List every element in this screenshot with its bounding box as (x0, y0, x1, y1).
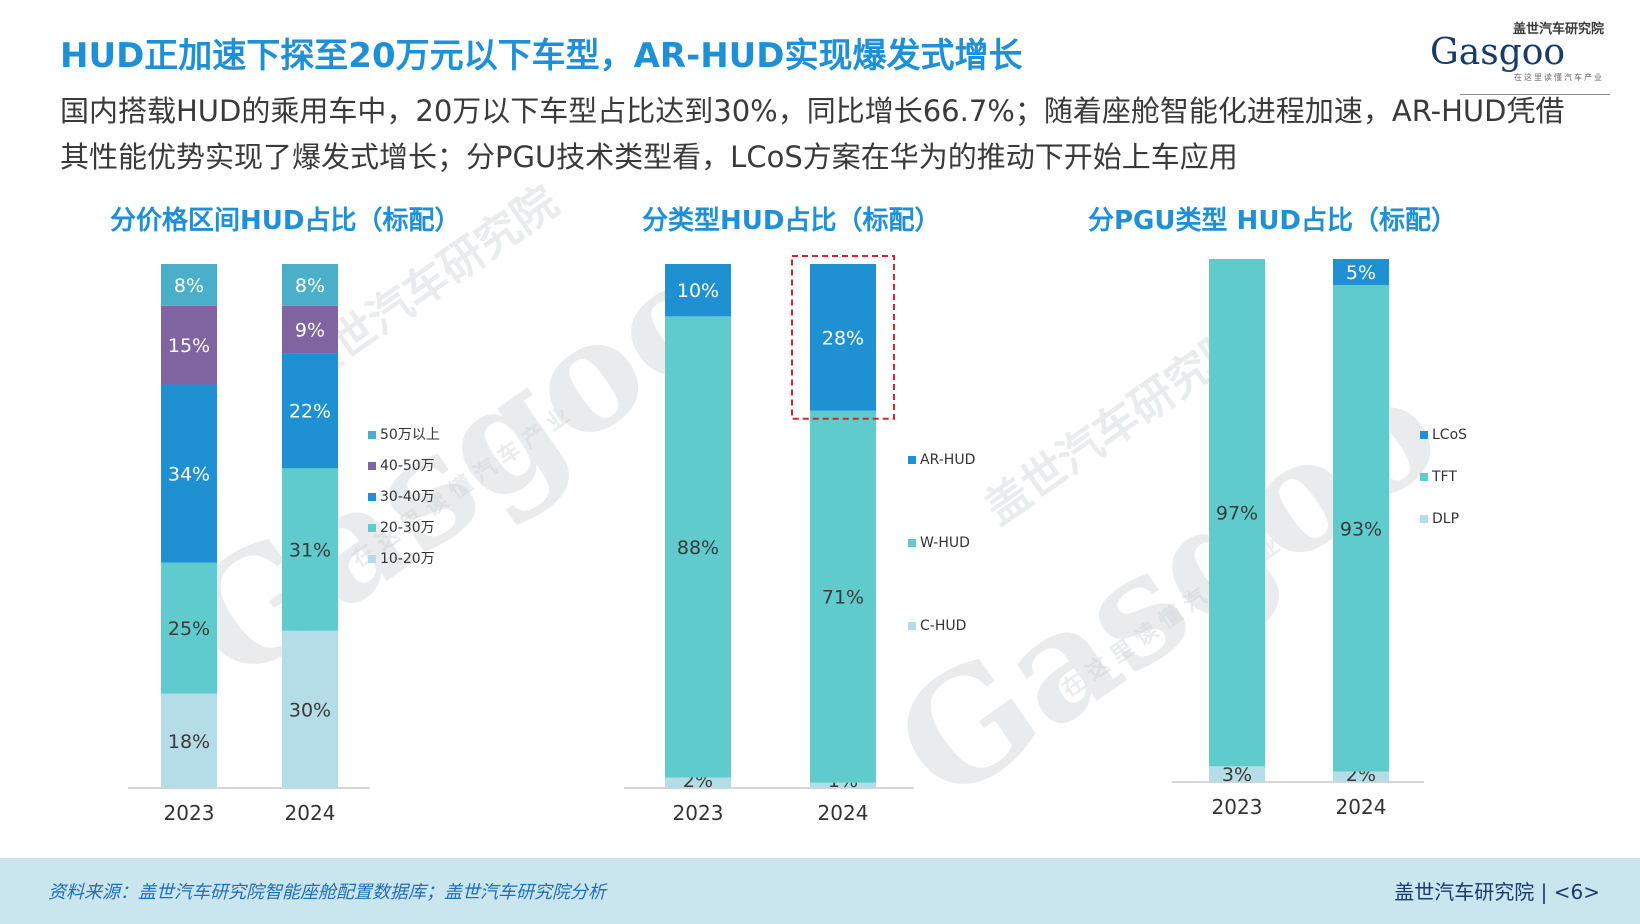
chart2-bar-2023-C-HUD (665, 777, 731, 788)
chart2-label-2024-W-HUD: 71% (822, 587, 864, 609)
chart3-x-tick-2024: 2024 (1336, 795, 1387, 819)
chart3-label-2023-DLP: 3% (1222, 764, 1252, 786)
chart1-legend-label-20-30万: 20-30万 (380, 520, 435, 536)
chart1-bar-2023-40-50万 (161, 305, 217, 385)
logo-cn-text: 盖世汽车研究院 (1512, 22, 1604, 37)
chart2-highlight-box (791, 255, 895, 420)
chart1-legend-swatch-20-30万 (368, 524, 376, 532)
chart1-label-2024-40-50万: 9% (295, 320, 325, 342)
chart1-label-2023-40-50万: 15% (168, 335, 210, 357)
chart3-legend-label-LCoS: LCoS (1432, 427, 1467, 443)
chart1-x-tick-2023: 2023 (164, 801, 215, 825)
page-subtitle: 国内搭载HUD的乘用车中，20万以下车型占比达到30%，同比增长66.7%；随着… (60, 94, 1565, 174)
chart1-label-2023-50万以上: 8% (174, 275, 204, 297)
logo-underline (1460, 94, 1610, 95)
chart1-legend-swatch-50万以上 (368, 431, 376, 439)
chart3-x-tick-2023: 2023 (1212, 795, 1263, 819)
chart1-label-2023-10-20万: 18% (168, 731, 210, 753)
chart2-legend-swatch-C-HUD (908, 622, 916, 630)
chart1-bar-2024-30-40万 (282, 353, 338, 469)
chart1-legend-swatch-30-40万 (368, 493, 376, 501)
chart3-legend-label-TFT: TFT (1431, 469, 1457, 485)
chart1-label-2024-50万以上: 8% (295, 275, 325, 297)
chart2-bar-2024-AR-HUD (810, 264, 876, 411)
chart2-legend-swatch-AR-HUD (908, 456, 916, 464)
chart1-legend-swatch-10-20万 (368, 555, 376, 563)
chart2-bar-2023-AR-HUD (665, 264, 731, 317)
footer-page-number: 盖世汽车研究院 | <6> (1394, 880, 1600, 904)
chart2-label-2024-AR-HUD: 28% (822, 327, 864, 349)
chart3-legend-swatch-LCoS (1420, 431, 1428, 439)
chart2-label-2023-AR-HUD: 10% (677, 280, 719, 302)
chart1-bar-2023-50万以上 (161, 264, 217, 306)
chart3-bar-2023-DLP (1209, 766, 1265, 782)
chart3-legend-label-DLP: DLP (1432, 511, 1459, 527)
chart2-x-tick-2023: 2023 (673, 801, 724, 825)
chart1-bar-2023-10-20万 (161, 693, 217, 788)
chart1-label-2024-20-30万: 31% (289, 540, 331, 562)
chart3-legend-swatch-TFT (1420, 473, 1428, 481)
chart3-bar-2023-TFT (1209, 259, 1265, 767)
chart1-label-2023-20-30万: 25% (168, 618, 210, 640)
chart3-title: 分PGU类型 HUD占比（标配） (1088, 206, 1458, 236)
chart3-label-2023-TFT: 97% (1216, 503, 1258, 525)
logo-wordmark: Gasgoo (1430, 32, 1566, 73)
chart2-legend-swatch-W-HUD (908, 539, 916, 547)
chart2-title: 分类型HUD占比（标配） (642, 206, 941, 236)
chart1-bar-2024-10-20万 (282, 630, 338, 788)
footer-source: 资料来源：盖世汽车研究院智能座舱配置数据库；盖世汽车研究院分析 (48, 882, 606, 903)
chart1-label-2023-30-40万: 34% (168, 464, 210, 486)
chart3-bar-2024-LCoS (1333, 259, 1389, 286)
chart3-bar-2024-TFT (1333, 285, 1389, 772)
chart3-label-2024-TFT: 93% (1340, 518, 1382, 540)
chart2-legend-label-AR-HUD: AR-HUD (920, 452, 975, 468)
chart1-x-tick-2024: 2024 (285, 801, 336, 825)
chart1-legend-label-40-50万: 40-50万 (380, 458, 435, 474)
chart2-bar-2024-W-HUD (810, 410, 876, 783)
chart3-label-2024-LCoS: 5% (1346, 262, 1376, 284)
chart2-bar-2023-W-HUD (665, 316, 731, 778)
chart1-bar-2024-20-30万 (282, 468, 338, 631)
gasgoo-logo: 盖世汽车研究院 Gasgoo 在这里读懂汽车产业 (1430, 18, 1620, 95)
chart1-legend-swatch-40-50万 (368, 462, 376, 470)
chart2-legend-label-C-HUD: C-HUD (920, 618, 966, 634)
chart2-legend-label-W-HUD: W-HUD (920, 535, 970, 551)
chart2-bar-2024-C-HUD (810, 782, 876, 788)
chart1-legend-label-30-40万: 30-40万 (380, 489, 435, 505)
chart1-title: 分价格区间HUD占比（标配） (110, 206, 461, 236)
chart2-x-tick-2024: 2024 (818, 801, 869, 825)
chart1-bar-2024-50万以上 (282, 264, 338, 306)
footer-bar: 资料来源：盖世汽车研究院智能座舱配置数据库；盖世汽车研究院分析 盖世汽车研究院 … (0, 858, 1640, 924)
chart1-label-2024-30-40万: 22% (289, 401, 331, 423)
chart1-bar-2024-40-50万 (282, 305, 338, 354)
chart3-legend-swatch-DLP (1420, 515, 1428, 523)
page-title: HUD正加速下探至20万元以下车型，AR-HUD实现爆发式增长 (60, 36, 1023, 76)
logo-slogan: 在这里读懂汽车产业 (1514, 73, 1604, 82)
chart3-bar-2024-DLP (1333, 771, 1389, 782)
chart1-bar-2023-30-40万 (161, 384, 217, 563)
chart2-label-2023-W-HUD: 88% (677, 537, 719, 559)
chart1-label-2024-10-20万: 30% (289, 699, 331, 721)
chart1-bar-2023-20-30万 (161, 562, 217, 694)
chart1-legend-label-10-20万: 10-20万 (380, 551, 435, 567)
chart1-legend-label-50万以上: 50万以上 (380, 427, 440, 443)
